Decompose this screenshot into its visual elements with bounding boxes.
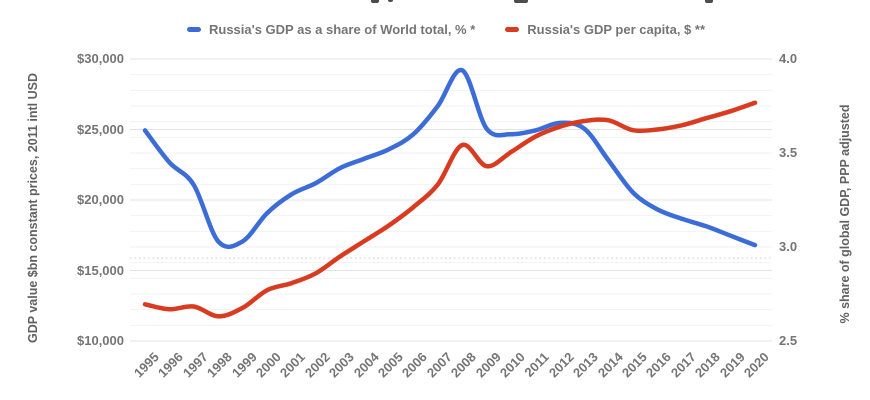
left-axis-tick-label: $20,000 <box>77 192 124 207</box>
series-line-gdp-per-capita <box>142 100 758 319</box>
right-axis-tick-label: 2.5 <box>779 333 798 348</box>
legend: Russia's GDP as a share of World total, … <box>0 19 870 39</box>
left-axis-tick-label: $25,000 <box>77 121 124 137</box>
right-axis-title: % share of global GDP, PPP adjusted <box>838 104 852 324</box>
title-fragment <box>371 0 379 3</box>
left-axis-tick-label: $10,000 <box>77 333 124 348</box>
left-axis-tick-label: $30,000 <box>77 51 124 66</box>
right-axis-tick-label: 3.0 <box>779 239 798 254</box>
left-axis-tick-label: $15,000 <box>77 262 124 278</box>
title-fragment <box>388 0 393 2</box>
legend-swatch-blue-icon <box>186 26 201 32</box>
right-axis-tick-label: 4.0 <box>779 51 798 66</box>
right-axis-tick-label: 3.5 <box>779 145 798 160</box>
legend-swatch-red-icon <box>505 26 520 32</box>
legend-item-gdp-share[interactable]: Russia's GDP as a share of World total, … <box>186 21 476 37</box>
title-fragment <box>705 0 713 3</box>
legend-label-gdp-per-capita: Russia's GDP per capita, $ ** <box>527 21 706 37</box>
legend-label-gdp-share: Russia's GDP as a share of World total, … <box>208 21 476 37</box>
legend-item-gdp-per-capita[interactable]: Russia's GDP per capita, $ ** <box>505 22 705 37</box>
title-fragment <box>514 0 528 3</box>
series-line-gdp-share <box>142 68 758 250</box>
left-axis-title: GDP value $bn constant prices, 2011 intl… <box>26 72 40 344</box>
